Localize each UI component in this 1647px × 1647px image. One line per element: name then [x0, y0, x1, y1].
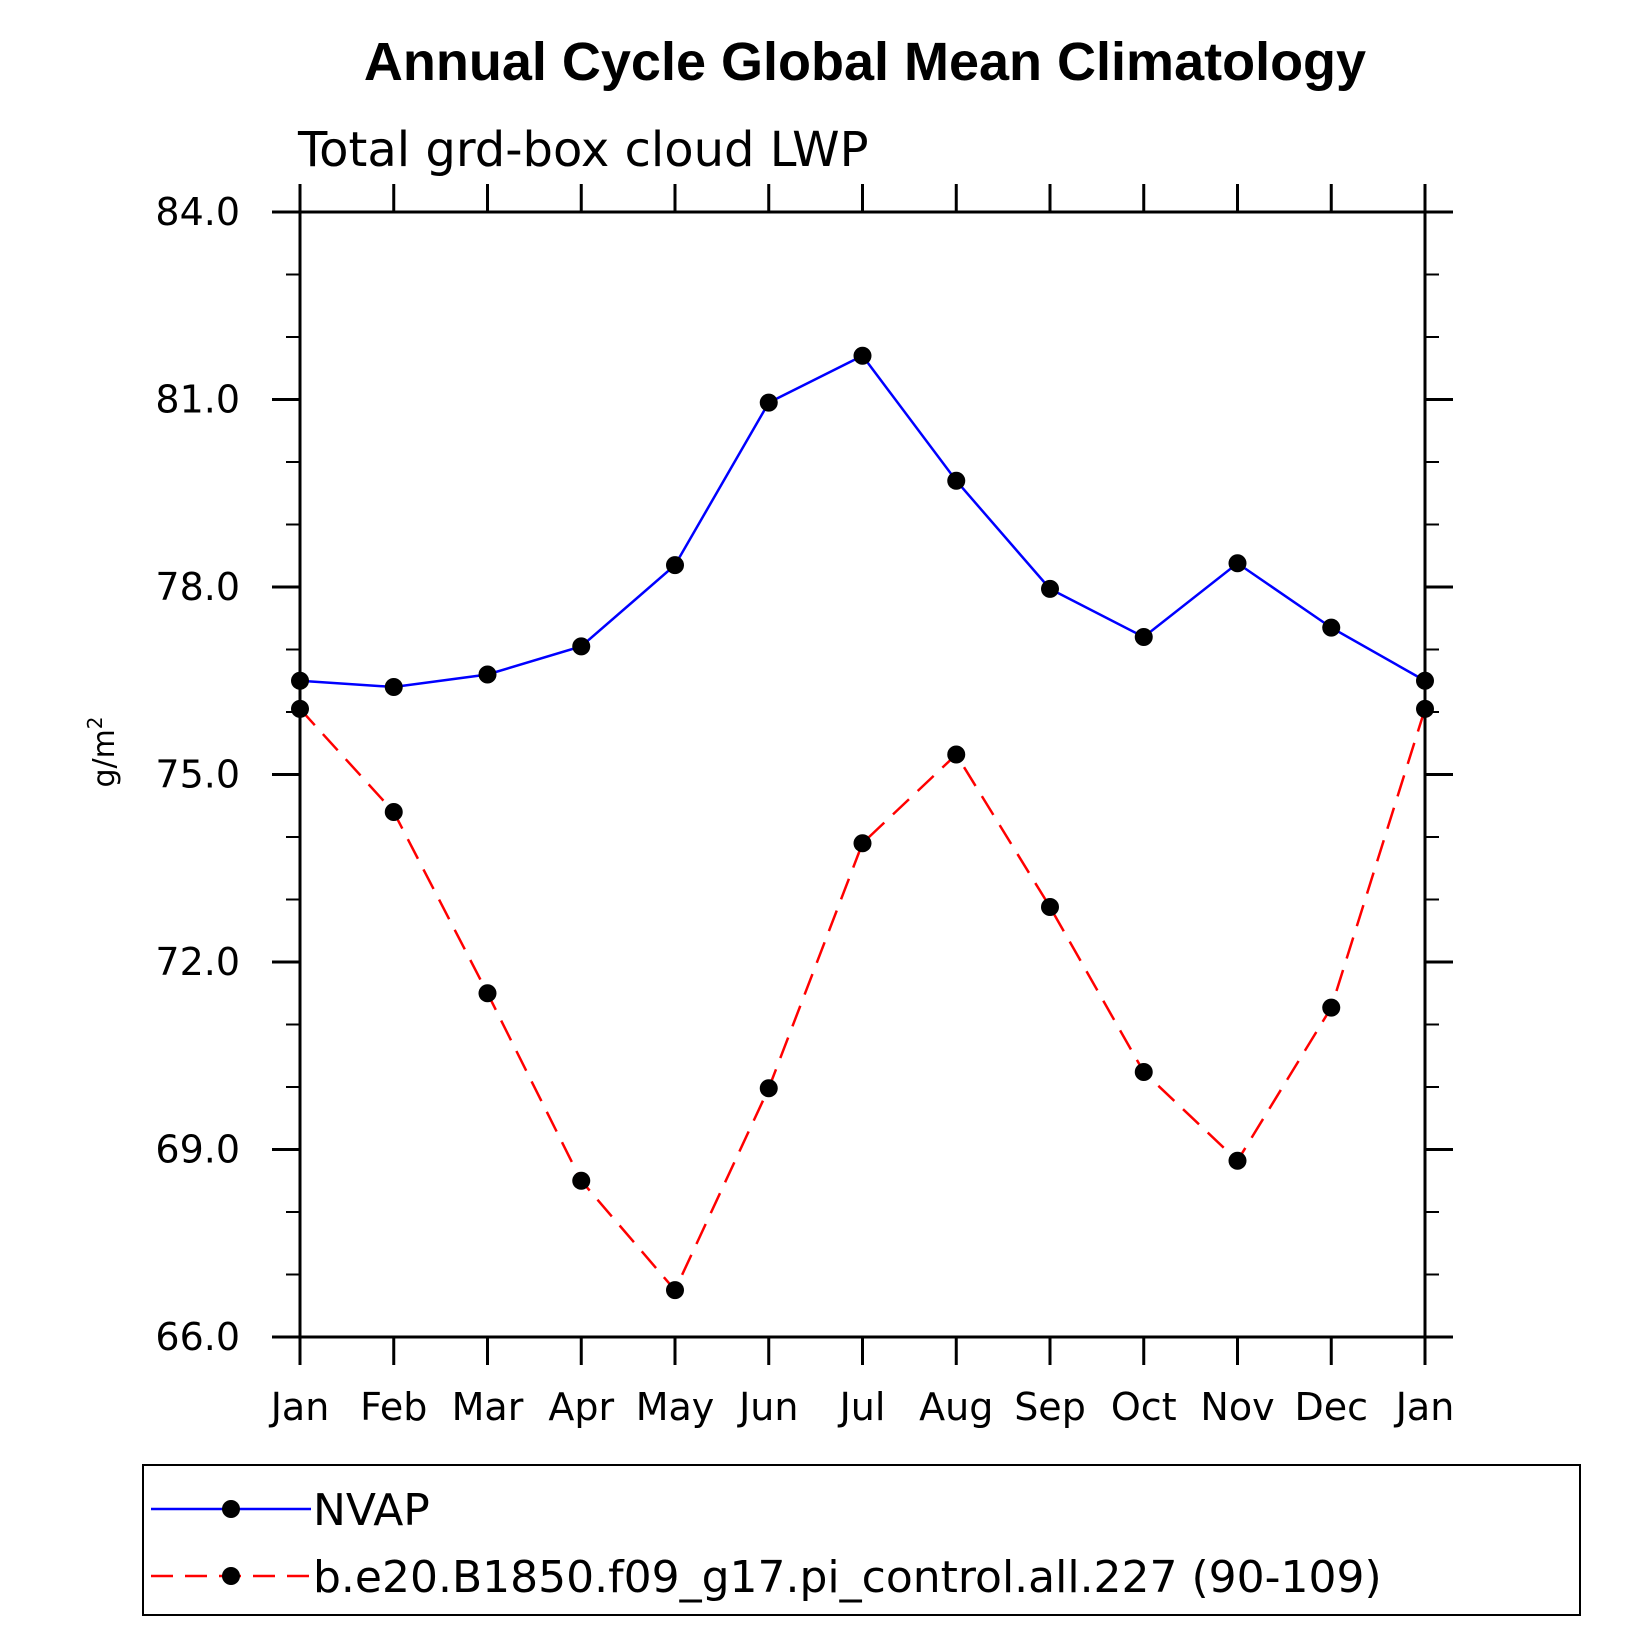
- y-tick-label: 81.0: [155, 378, 240, 422]
- series-2-point: [572, 1171, 591, 1190]
- y-tick-label: 72.0: [155, 940, 240, 984]
- x-tick-label: Jan: [269, 1385, 330, 1429]
- x-tick-label: Oct: [1111, 1385, 1177, 1429]
- series-2-point: [384, 803, 403, 821]
- series-2-point: [1228, 1151, 1247, 1170]
- series-2-point: [666, 1281, 684, 1300]
- series-2-point: [478, 984, 497, 1003]
- chart-subtitle: Total grd-box cloud LWP: [297, 122, 869, 178]
- y-tick-label: 75.0: [155, 753, 240, 797]
- series-1-point: [853, 346, 872, 365]
- legend: NVAP b.e20.B1850.f09_g17.pi_control.all.2…: [151, 1485, 1382, 1603]
- series-2-point: [1041, 898, 1059, 916]
- series-1-point: [759, 393, 778, 412]
- series-2-point: [291, 699, 309, 718]
- series-1-point: [1041, 579, 1059, 598]
- y-tick-label: 84.0: [155, 190, 240, 234]
- x-tick-label: May: [636, 1385, 715, 1429]
- axes: Jan Feb Mar Apr May Jun Jul Aug Sep Oct Nov Dec Jan 6…: [155, 184, 1454, 1429]
- series-2-point: [947, 745, 966, 764]
- legend-marker-1: [222, 1500, 240, 1518]
- x-tick-label: Aug: [919, 1385, 993, 1429]
- series-2-point: [1322, 998, 1341, 1017]
- series-1-point: [478, 665, 497, 684]
- series-1-point: [572, 637, 591, 656]
- series-1-point: [1416, 671, 1434, 690]
- x-tick-label: Apr: [548, 1385, 614, 1429]
- series-2-point: [759, 1079, 778, 1098]
- series-1-point: [1134, 628, 1153, 646]
- x-tick-label: Jul: [838, 1385, 886, 1429]
- legend-label-2: b.e20.B1850.f09_g17.pi_control.all.227 (…: [313, 1552, 1382, 1603]
- x-tick-label: Jan: [1394, 1385, 1455, 1429]
- series-2-point: [1134, 1063, 1153, 1081]
- series-1-point: [666, 556, 684, 575]
- chart-title: Annual Cycle Global Mean Climatology: [364, 32, 1366, 92]
- y-tick-label: 66.0: [155, 1315, 240, 1359]
- series-2-point: [853, 834, 872, 853]
- series-1-point: [384, 678, 403, 696]
- legend-marker-2: [222, 1567, 240, 1585]
- series-1-point: [1228, 554, 1247, 573]
- series-layer: [291, 346, 1434, 1300]
- y-tick-label: 69.0: [155, 1128, 240, 1172]
- y-axis-label-unit: g/m: [87, 729, 122, 787]
- y-tick-label: 78.0: [155, 565, 240, 609]
- y-axis-label: g/m2: [83, 716, 122, 787]
- x-tick-label: Mar: [452, 1385, 524, 1429]
- series-line-1: [299, 354, 1426, 689]
- series-1-point: [1322, 618, 1341, 637]
- x-tick-label: Jun: [737, 1385, 798, 1429]
- legend-box: [142, 1464, 1581, 1616]
- x-tick-label: Nov: [1200, 1385, 1274, 1429]
- series-1-point: [947, 471, 966, 490]
- legend-label-1: NVAP: [313, 1485, 430, 1536]
- series-line-2: [299, 708, 1427, 1293]
- series-1-point: [291, 671, 309, 690]
- x-tick-label: Feb: [360, 1385, 427, 1429]
- x-tick-label: Sep: [1014, 1385, 1086, 1429]
- series-2-point: [1416, 699, 1434, 718]
- plot-frame: [298, 210, 1427, 1339]
- x-tick-label: Dec: [1294, 1385, 1368, 1429]
- y-axis-label-exponent: 2: [83, 716, 107, 729]
